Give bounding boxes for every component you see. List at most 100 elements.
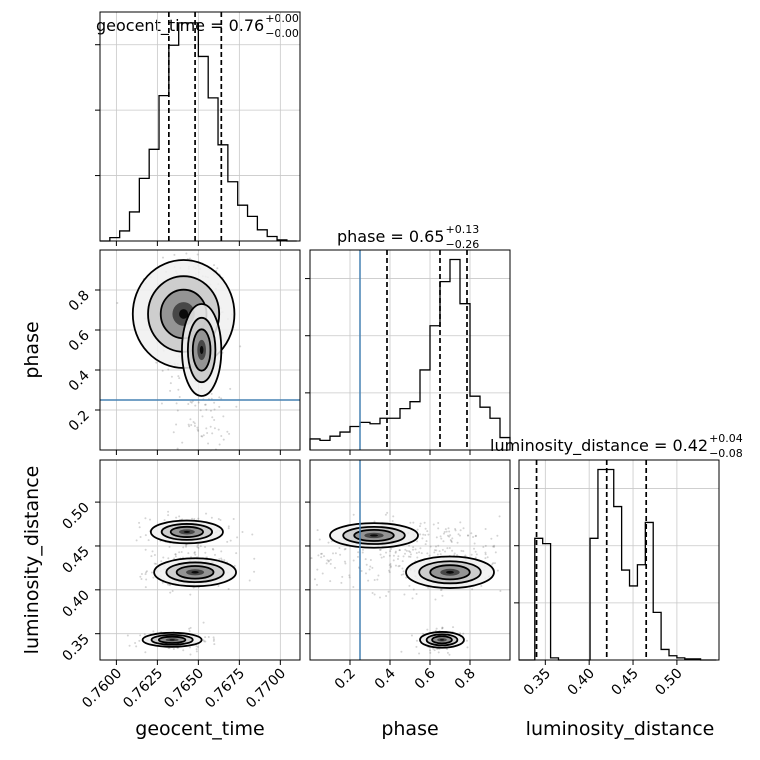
sample-point [222, 438, 225, 441]
sample-point [408, 584, 411, 587]
density-level [199, 345, 204, 355]
density-level [183, 530, 191, 533]
title-luminosity-distance-plus: +0.04 [709, 432, 743, 445]
sample-point [174, 553, 177, 556]
sample-point [315, 583, 318, 586]
sample-point [484, 527, 487, 530]
sample-point [397, 555, 400, 558]
sample-point [138, 639, 141, 642]
sample-point [491, 563, 494, 566]
sample-point [448, 535, 451, 538]
sample-point [390, 547, 393, 550]
sample-point [451, 549, 454, 552]
sample-point [462, 632, 465, 635]
sample-point [304, 523, 306, 525]
sample-point [428, 554, 431, 557]
sample-point [339, 553, 342, 556]
sample-point [441, 626, 444, 629]
contour-line [165, 561, 225, 584]
sample-point [429, 649, 432, 652]
sample-point [140, 577, 143, 580]
sample-point [316, 529, 319, 532]
sample-point [207, 442, 210, 445]
sample-point [235, 405, 238, 408]
sample-point [466, 534, 469, 537]
contour-line [157, 635, 187, 644]
tick-label-y-phase: 0.2 [66, 408, 93, 435]
sample-point [429, 651, 432, 654]
sample-point [496, 534, 499, 537]
contour-line [353, 529, 395, 542]
sample-point [371, 566, 374, 569]
sample-point [421, 537, 424, 540]
sample-point [386, 511, 389, 514]
joint-panel-geocent_time-phase [95, 249, 301, 455]
sample-point [181, 441, 184, 444]
sample-point [412, 546, 415, 549]
sample-point [185, 252, 188, 255]
sample-point [475, 534, 478, 537]
sample-point [422, 533, 425, 536]
sample-point [444, 550, 447, 553]
sample-point [169, 591, 172, 594]
sample-point [429, 545, 432, 548]
sample-point [348, 574, 351, 577]
sample-point [190, 423, 193, 426]
sample-point [144, 573, 147, 576]
contour-line [431, 635, 453, 645]
sample-point [218, 405, 221, 408]
sample-point [196, 646, 199, 649]
sample-point [439, 535, 442, 538]
sample-point [138, 526, 141, 529]
sample-point [416, 528, 419, 531]
sample-point [167, 583, 170, 586]
joint-panel-phase-luminosity_distance [304, 459, 525, 665]
title-luminosity-distance-minus: −0.08 [709, 447, 743, 460]
sample-point [389, 565, 392, 568]
sample-point [192, 420, 195, 423]
sample-point [388, 571, 391, 574]
sample-point [446, 651, 449, 654]
sample-point [320, 552, 323, 555]
sample-point [472, 535, 475, 538]
sample-point [448, 547, 451, 550]
sample-point [523, 554, 525, 556]
tick-label-x-luminosity_distance: 0.45 [609, 666, 642, 699]
sample-point [397, 565, 400, 568]
sample-point [415, 645, 418, 648]
sample-point [152, 576, 155, 579]
sample-point [241, 530, 244, 533]
sample-point [199, 545, 202, 548]
title-phase: phase = 0.65 +0.13 −0.26 [337, 223, 479, 251]
sample-point [439, 589, 442, 592]
sample-point [407, 555, 410, 558]
sample-point [202, 621, 205, 624]
sample-point [196, 253, 199, 256]
sample-point [373, 520, 376, 523]
sample-point [484, 551, 487, 554]
sample-point [398, 564, 401, 567]
sample-point [450, 540, 453, 543]
sample-point [465, 639, 468, 642]
sample-point [128, 644, 131, 647]
sample-point [433, 551, 436, 554]
sample-point [473, 542, 476, 545]
sample-point [196, 544, 199, 547]
sample-point [419, 525, 422, 528]
tick-label-x-geocent_time: 0.7650 [161, 666, 207, 712]
density-level [440, 639, 444, 641]
sample-point [201, 435, 204, 438]
sample-point [145, 570, 148, 573]
sample-point [210, 392, 213, 395]
sample-point [320, 552, 323, 555]
sample-point [385, 594, 388, 597]
sample-point [419, 547, 422, 550]
title-luminosity-distance: luminosity_distance = 0.42 +0.04 −0.08 [490, 432, 743, 460]
sample-point [416, 556, 419, 559]
sample-point [474, 535, 477, 538]
hist-step [519, 468, 717, 661]
sample-point [454, 528, 457, 531]
sample-point [494, 551, 497, 554]
sample-point [419, 533, 422, 536]
